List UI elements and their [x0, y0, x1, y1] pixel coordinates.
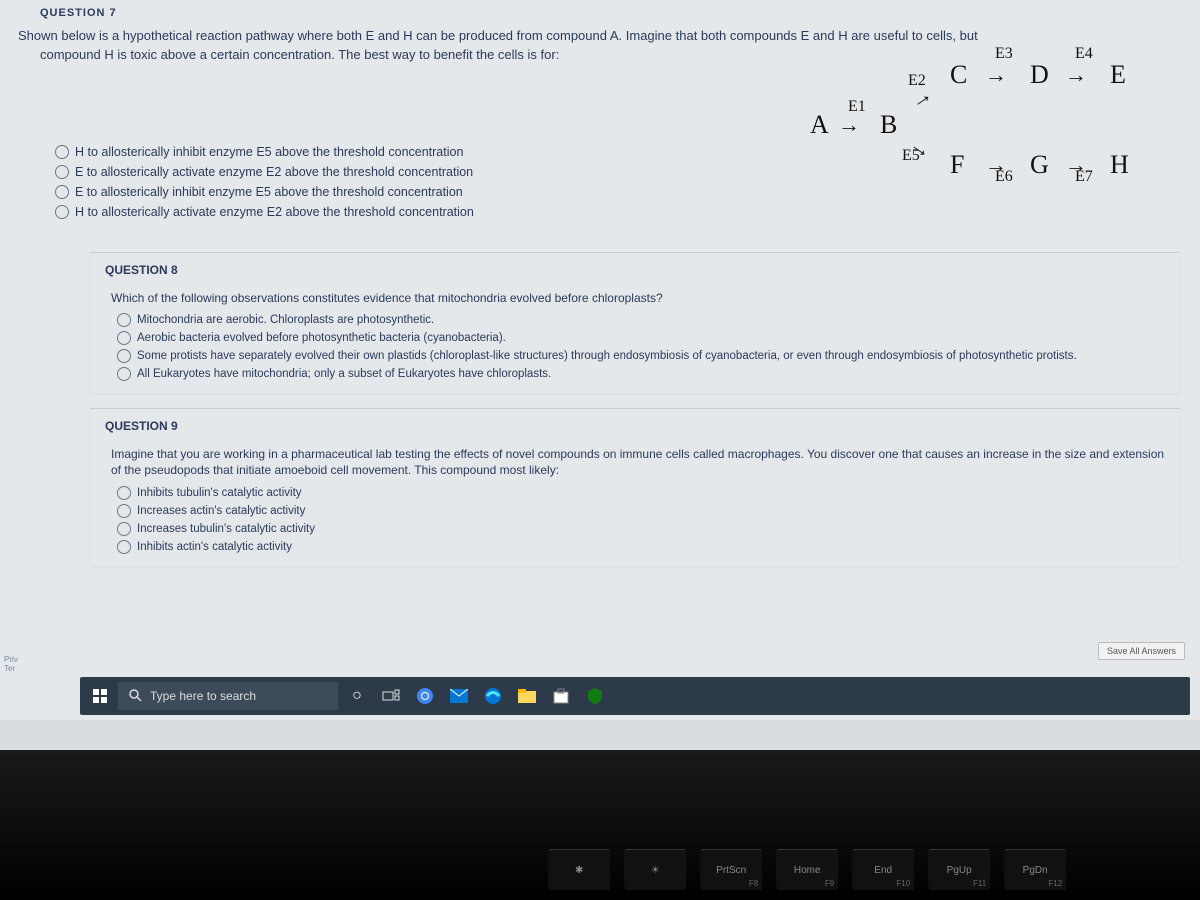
laptop-keyboard: ✱ ☀ PrtScnF8 HomeF9 EndF10 PgUpF11 PgDnF… — [0, 750, 1200, 900]
key-fn: F8 — [749, 879, 758, 888]
radio-icon[interactable] — [117, 504, 131, 518]
enzyme-E4: E4 — [1075, 45, 1093, 63]
node-C: C — [950, 60, 967, 90]
node-A: A — [810, 110, 829, 140]
question-7-prompt: compound H is toxic above a certain conc… — [40, 47, 559, 62]
node-D: D — [1030, 60, 1049, 90]
key-label: PgUp — [947, 865, 972, 876]
question-7-label: QUESTION 7 — [0, 5, 1200, 21]
q7-option-4[interactable]: H to allosterically activate enzyme E2 a… — [55, 202, 1200, 222]
key-fn: F12 — [1048, 879, 1062, 888]
q7-option-4-text: H to allosterically activate enzyme E2 a… — [75, 205, 474, 219]
key-label: PgDn — [1023, 865, 1048, 876]
key-sym2: ☀ — [624, 849, 686, 890]
question-8-prompt: Which of the following observations cons… — [105, 287, 1165, 311]
key-label: Home — [794, 865, 821, 876]
radio-icon[interactable] — [55, 145, 69, 159]
edge-icon[interactable] — [478, 682, 508, 710]
q8-option-2[interactable]: Aerobic bacteria evolved before photosyn… — [105, 329, 1165, 347]
windows-taskbar: Type here to search ○ — [80, 677, 1190, 715]
question-9-label: QUESTION 9 — [105, 419, 1165, 443]
radio-icon[interactable] — [117, 367, 131, 381]
key-prtscn: PrtScnF8 — [700, 849, 762, 890]
q9-option-3-text: Increases tubulin's catalytic activity — [137, 523, 315, 535]
node-F: F — [950, 150, 964, 180]
ter-text: Ter — [4, 664, 18, 673]
q8-option-4[interactable]: All Eukaryotes have mitochondria; only a… — [105, 365, 1165, 383]
radio-icon[interactable] — [117, 540, 131, 554]
q8-option-1-text: Mitochondria are aerobic. Chloroplasts a… — [137, 314, 434, 326]
key-label: PrtScn — [716, 865, 746, 876]
mail-icon[interactable] — [444, 682, 474, 710]
security-icon[interactable] — [580, 682, 610, 710]
q9-option-2-text: Increases actin's catalytic activity — [137, 505, 305, 517]
arrow-AB: → — [838, 112, 860, 138]
q8-option-3[interactable]: Some protists have separately evolved th… — [105, 347, 1165, 365]
arrow-CD: → — [985, 62, 1007, 88]
explorer-icon[interactable] — [512, 682, 542, 710]
start-button[interactable] — [86, 682, 114, 710]
cortana-icon[interactable]: ○ — [342, 682, 372, 710]
radio-icon[interactable] — [55, 185, 69, 199]
q9-option-1[interactable]: Inhibits tubulin's catalytic activity — [105, 484, 1165, 502]
key-fn: F10 — [896, 879, 910, 888]
node-B: B — [880, 110, 897, 140]
q9-option-2[interactable]: Increases actin's catalytic activity — [105, 502, 1165, 520]
question-8-box: QUESTION 8 Which of the following observ… — [90, 252, 1180, 393]
arrow-GH: → — [1065, 152, 1087, 178]
q9-option-4[interactable]: Inhibits actin's catalytic activity — [105, 538, 1165, 556]
q7-option-2-text: E to allosterically activate enzyme E2 a… — [75, 165, 473, 179]
key-sym1: ✱ — [548, 849, 610, 890]
radio-icon[interactable] — [117, 313, 131, 327]
q7-option-1-text: H to allosterically inhibit enzyme E5 ab… — [75, 145, 463, 159]
q7-option-3[interactable]: E to allosterically inhibit enzyme E5 ab… — [55, 182, 1200, 202]
key-sym1-label: ✱ — [575, 865, 583, 876]
node-E: E — [1110, 60, 1126, 90]
radio-icon[interactable] — [117, 349, 131, 363]
privacy-link[interactable]: Priv Ter — [0, 653, 22, 675]
reaction-pathway-diagram: A E1 → B E2 → C E3 → D E4 → E E5 → F E6 … — [810, 40, 1170, 180]
radio-icon[interactable] — [117, 522, 131, 536]
question-8-label: QUESTION 8 — [105, 263, 1165, 287]
search-placeholder: Type here to search — [150, 689, 256, 703]
radio-icon[interactable] — [117, 331, 131, 345]
key-label: End — [874, 865, 892, 876]
arrow-FG: → — [985, 152, 1007, 178]
q8-option-3-text: Some protists have separately evolved th… — [137, 350, 1077, 362]
key-pgdn: PgDnF12 — [1004, 849, 1066, 890]
radio-icon[interactable] — [55, 205, 69, 219]
radio-icon[interactable] — [55, 165, 69, 179]
q9-option-3[interactable]: Increases tubulin's catalytic activity — [105, 520, 1165, 538]
question-9-prompt: Imagine that you are working in a pharma… — [105, 443, 1165, 484]
q8-option-4-text: All Eukaryotes have mitochondria; only a… — [137, 368, 551, 380]
enzyme-E3: E3 — [995, 45, 1013, 63]
key-fn: F9 — [825, 879, 834, 888]
chrome-icon[interactable] — [410, 682, 440, 710]
search-icon — [128, 688, 142, 705]
node-G: G — [1030, 150, 1049, 180]
task-view-icon[interactable] — [376, 682, 406, 710]
q9-option-4-text: Inhibits actin's catalytic activity — [137, 541, 292, 553]
store-icon[interactable] — [546, 682, 576, 710]
quiz-screen: QUESTION 7 Shown below is a hypothetical… — [0, 0, 1200, 720]
key-pgup: PgUpF11 — [928, 849, 990, 890]
key-sym2-label: ☀ — [651, 865, 660, 876]
arrow-DE: → — [1065, 62, 1087, 88]
priv-text: Priv — [4, 655, 18, 664]
key-fn: F11 — [973, 879, 986, 888]
q8-option-2-text: Aerobic bacteria evolved before photosyn… — [137, 332, 506, 344]
question-9-box: QUESTION 9 Imagine that you are working … — [90, 408, 1180, 566]
node-H: H — [1110, 150, 1129, 180]
q7-option-3-text: E to allosterically inhibit enzyme E5 ab… — [75, 185, 463, 199]
q9-option-1-text: Inhibits tubulin's catalytic activity — [137, 487, 302, 499]
q8-option-1[interactable]: Mitochondria are aerobic. Chloroplasts a… — [105, 311, 1165, 329]
taskbar-search[interactable]: Type here to search — [118, 682, 338, 710]
save-all-answers-button[interactable]: Save All Answers — [1098, 642, 1185, 660]
radio-icon[interactable] — [117, 486, 131, 500]
function-key-row: ✱ ☀ PrtScnF8 HomeF9 EndF10 PgUpF11 PgDnF… — [548, 849, 1066, 890]
key-home: Home F9 — [776, 849, 838, 890]
key-end: End F10 — [852, 849, 914, 890]
